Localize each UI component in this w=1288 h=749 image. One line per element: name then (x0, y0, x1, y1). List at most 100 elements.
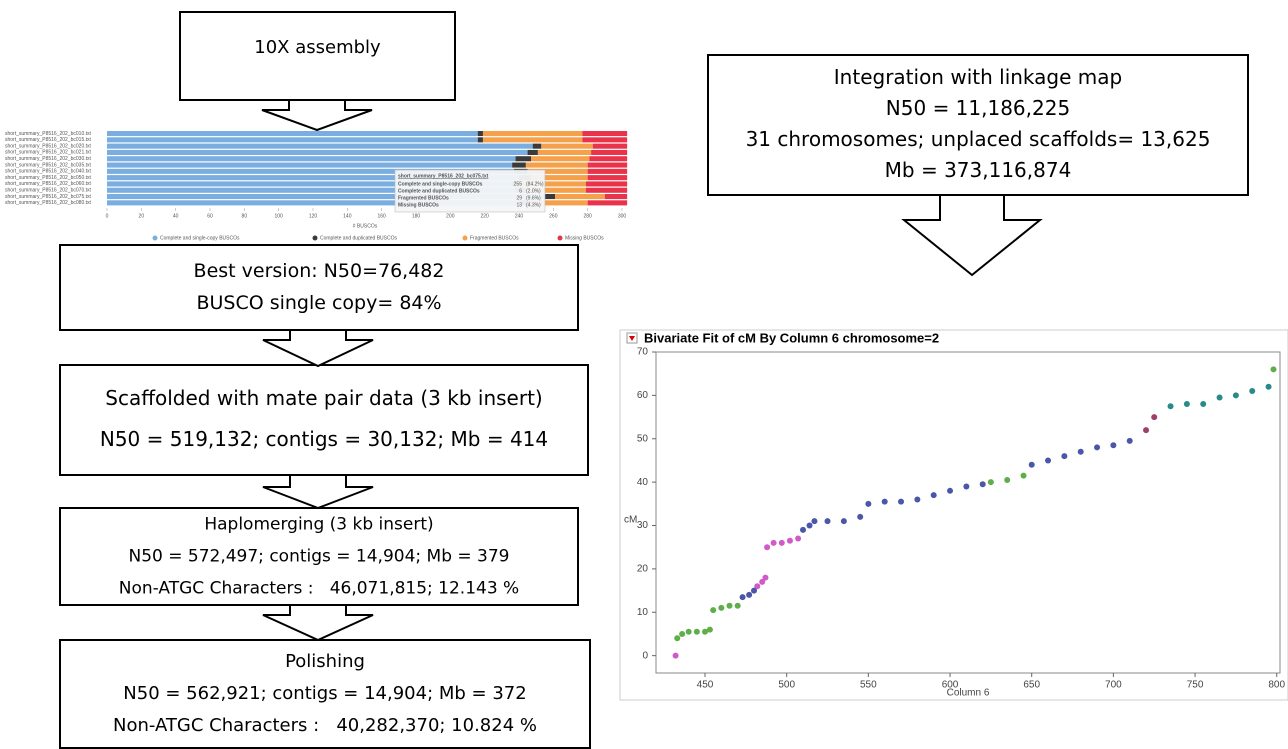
point (980, 481, 986, 487)
node-text: N50 = 519,132; contigs = 30,132; Mb = 41… (100, 427, 548, 451)
x-tick-label: 60 (207, 213, 213, 219)
node-text: 31 chromosomes; unplaced scaffolds= 13,6… (746, 127, 1211, 151)
tooltip-label: Complete and single-copy BUSCOs (398, 181, 483, 187)
bar-segment (512, 163, 526, 168)
node-box (60, 365, 588, 475)
point (947, 488, 953, 494)
y-tick-label: 40 (637, 477, 649, 488)
x-tick-label: 160 (377, 213, 386, 219)
legend-swatch (313, 236, 318, 241)
bar-segment (107, 137, 478, 142)
point (988, 479, 994, 485)
bar-segment (107, 156, 516, 161)
arrow (262, 100, 372, 130)
x-tick-label: 180 (412, 213, 421, 219)
point (1249, 388, 1255, 394)
point (740, 594, 746, 600)
point (865, 501, 871, 507)
tooltip-percent: (4.3%) (526, 202, 541, 208)
y-tick-label: 50 (637, 433, 649, 444)
y-tick-label: short_summary_P8516_202_bc050.txt (5, 175, 91, 181)
point (1151, 414, 1157, 420)
x-tick-label: 550 (860, 680, 877, 691)
node-text: N50 = 11,186,225 (886, 96, 1070, 120)
point (718, 605, 724, 611)
y-tick-label: short_summary_P8516_202_bc030.txt (5, 156, 91, 162)
x-tick-label: 240 (515, 213, 524, 219)
point (1184, 401, 1190, 407)
bar-segment (107, 150, 528, 155)
point (914, 496, 920, 502)
point (1029, 462, 1035, 468)
point (735, 603, 741, 609)
point (746, 592, 752, 598)
point (771, 540, 777, 546)
x-tick-label: 650 (1023, 680, 1040, 691)
tooltip-label: Fragmented BUSCOs (398, 195, 449, 201)
point (762, 575, 768, 581)
point (841, 518, 847, 524)
node-text: Integration with linkage map (834, 65, 1122, 89)
bar-segment (526, 163, 588, 168)
bar-segment (555, 194, 605, 199)
bar-segment (586, 181, 627, 186)
point (1233, 392, 1239, 398)
point (779, 540, 785, 546)
x-tick-label: 40 (173, 213, 179, 219)
arrow (263, 475, 373, 508)
node-text: N50 = 572,497; contigs = 14,904; Mb = 37… (128, 547, 509, 567)
point (882, 499, 888, 505)
point (963, 483, 969, 489)
bar-segment (588, 175, 627, 180)
legend-swatch (153, 236, 158, 241)
x-tick-label: 700 (1105, 680, 1122, 691)
y-tick-label: 30 (637, 520, 649, 531)
x-axis-label: Column 6 (947, 688, 990, 699)
arrow (263, 605, 373, 640)
point (1266, 384, 1272, 390)
arrow (904, 195, 1040, 275)
bar-segment (516, 156, 531, 161)
bar-segment (483, 137, 583, 142)
node-text: Best version: N50=76,482 (194, 260, 445, 282)
page: 10X assemblyBest version: N50=76,482BUSC… (0, 0, 1288, 749)
point (673, 653, 679, 659)
point (857, 514, 863, 520)
bar-segment (541, 144, 593, 149)
x-tick-label: 140 (343, 213, 352, 219)
node-text: BUSCO single copy= 84% (196, 292, 441, 314)
point (727, 603, 733, 609)
point (1270, 366, 1276, 372)
bar-segment (586, 188, 627, 193)
legend-label: Missing BUSCOs (565, 235, 604, 241)
bar-segment (591, 150, 627, 155)
point (800, 527, 806, 533)
node-box (60, 245, 578, 330)
y-tick-label: 20 (637, 564, 649, 575)
legend-label: Fragmented BUSCOs (470, 235, 519, 241)
legend-label: Complete and single-copy BUSCOs (160, 235, 240, 241)
y-tick-label: short_summary_P8516_202_bc015.txt (5, 137, 91, 143)
y-tick-label: 0 (642, 650, 648, 661)
point (686, 629, 692, 635)
x-tick-label: 100 (274, 213, 283, 219)
bar-segment (588, 163, 627, 168)
y-tick-label: short_summary_P8516_202_bc040.txt (5, 169, 91, 175)
y-tick-label: short_summary_P8516_202_bc060.txt (5, 181, 91, 187)
bar-segment (107, 131, 478, 136)
node-text: Non-ATGC Characters : 40,282,370; 10.824… (113, 715, 537, 736)
point (811, 518, 817, 524)
point (710, 607, 716, 613)
point (1217, 395, 1223, 401)
bar-segment (588, 169, 627, 174)
point (694, 629, 700, 635)
point (1127, 438, 1133, 444)
bar-segment (478, 131, 483, 136)
y-tick-label: 70 (637, 347, 649, 358)
y-tick-label: short_summary_P8516_202_bc080.txt (5, 200, 91, 206)
bar-segment (588, 200, 627, 205)
bar-segment (528, 150, 538, 155)
point (679, 631, 685, 637)
bar-segment (483, 131, 583, 136)
y-tick-label: short_summary_P8516_202_bc035.txt (5, 162, 91, 168)
